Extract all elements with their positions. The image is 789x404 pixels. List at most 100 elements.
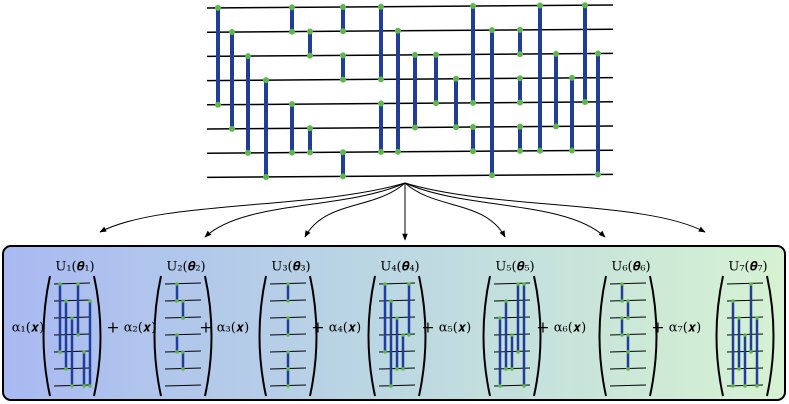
- gate-dot: [470, 148, 476, 155]
- gate-dot: [82, 350, 86, 354]
- unitary-label: U₆(𝜽₆): [611, 260, 650, 275]
- gate-dot: [620, 299, 624, 303]
- gate-dot: [378, 3, 384, 10]
- gate-dot: [389, 384, 393, 388]
- gate-dot: [76, 282, 80, 286]
- gate-dot: [582, 99, 588, 106]
- gate-dot: [755, 316, 759, 320]
- paren-left: [153, 275, 162, 397]
- unitary-label: U₅(𝜽₅): [495, 260, 534, 275]
- gate-dot: [181, 299, 185, 303]
- gate-dot: [286, 384, 290, 388]
- gate-dot: [286, 367, 290, 371]
- gate-dot: [595, 171, 601, 178]
- paren-right: [309, 275, 318, 397]
- gate-dot: [626, 350, 630, 354]
- gate-dot: [70, 384, 74, 388]
- wire: [206, 4, 614, 9]
- gate-dot: [620, 282, 624, 286]
- arrow: [304, 182, 406, 238]
- wire: [164, 333, 202, 336]
- gate-dot: [286, 299, 290, 303]
- gate-dot: [76, 333, 80, 337]
- paren-left: [482, 275, 491, 397]
- gate-dot: [504, 299, 508, 303]
- gate-dot: [517, 51, 523, 58]
- gate-dot: [582, 2, 588, 9]
- gate-dot: [620, 333, 624, 337]
- gate-dot: [743, 384, 747, 388]
- gate-dot: [401, 367, 405, 371]
- gate-dot: [286, 282, 290, 286]
- arrows: [99, 182, 706, 241]
- gate-dot: [498, 316, 502, 320]
- unitary-label: U₇(𝜽₇): [728, 260, 767, 275]
- gate-dot: [245, 149, 251, 156]
- gate-dot: [537, 147, 543, 154]
- gate-dot: [407, 282, 411, 286]
- gate-dot: [88, 299, 92, 303]
- coefficient-label: α₄(𝒙): [329, 321, 362, 336]
- gate-dot: [64, 299, 68, 303]
- paren-left: [258, 275, 267, 397]
- gate-dot: [70, 316, 74, 320]
- gate-dot: [395, 367, 399, 371]
- gate-dot: [553, 123, 559, 130]
- wire: [726, 282, 764, 285]
- gate-dot: [433, 51, 439, 58]
- wire: [206, 149, 614, 154]
- gate-dot: [340, 3, 346, 10]
- gate-dot: [340, 149, 346, 156]
- gate-dot: [64, 367, 68, 371]
- wire: [164, 384, 202, 387]
- paren-right: [204, 275, 213, 397]
- gate-dot: [263, 173, 269, 180]
- gate-dot: [731, 384, 735, 388]
- wire: [206, 125, 614, 130]
- gate-dot: [516, 350, 520, 354]
- arrow: [204, 182, 406, 238]
- gate-dot: [58, 350, 62, 354]
- gate-dot: [175, 282, 179, 286]
- gate-dot: [569, 74, 575, 81]
- gate-dot: [378, 76, 384, 83]
- gate-dot: [181, 367, 185, 371]
- arrow: [404, 182, 606, 238]
- wire: [378, 384, 416, 387]
- gate-dot: [286, 350, 290, 354]
- gate-dot: [383, 350, 387, 354]
- gate-dot: [175, 350, 179, 354]
- gate-dot: [510, 333, 514, 337]
- unitary-label: U₁(𝜽₁): [55, 260, 94, 275]
- plus-sign: +: [199, 318, 212, 337]
- gate-dot: [517, 99, 523, 106]
- gate-dot: [749, 282, 753, 286]
- paren-left: [367, 275, 376, 397]
- gate-dot: [82, 384, 86, 388]
- paren-right: [649, 275, 658, 397]
- ensemble-box: [2, 245, 786, 401]
- gate-dot: [517, 75, 523, 82]
- coefficient-label: α₇(𝒙): [669, 321, 702, 336]
- gate-dot: [286, 333, 290, 337]
- arrow: [404, 182, 706, 233]
- unitary-label: U₃(𝜽₃): [271, 260, 310, 275]
- gate-dot: [517, 123, 523, 130]
- paren-left: [42, 275, 51, 397]
- plus-sign: +: [311, 318, 324, 337]
- gate-dot: [286, 316, 290, 320]
- gate-dot: [383, 282, 387, 286]
- gate-dot: [340, 76, 346, 83]
- gate-dot: [453, 124, 459, 131]
- gate-dot: [626, 316, 630, 320]
- gate-dot: [340, 28, 346, 35]
- gate-dot: [229, 125, 235, 132]
- gate-dot: [215, 101, 221, 108]
- gate-dot: [395, 316, 399, 320]
- wire: [609, 384, 647, 387]
- gate-dot: [389, 299, 393, 303]
- gate-dot: [401, 333, 405, 337]
- coefficient-label: α₃(𝒙): [217, 321, 250, 336]
- gate-dot: [595, 50, 601, 57]
- plus-sign: +: [651, 318, 664, 337]
